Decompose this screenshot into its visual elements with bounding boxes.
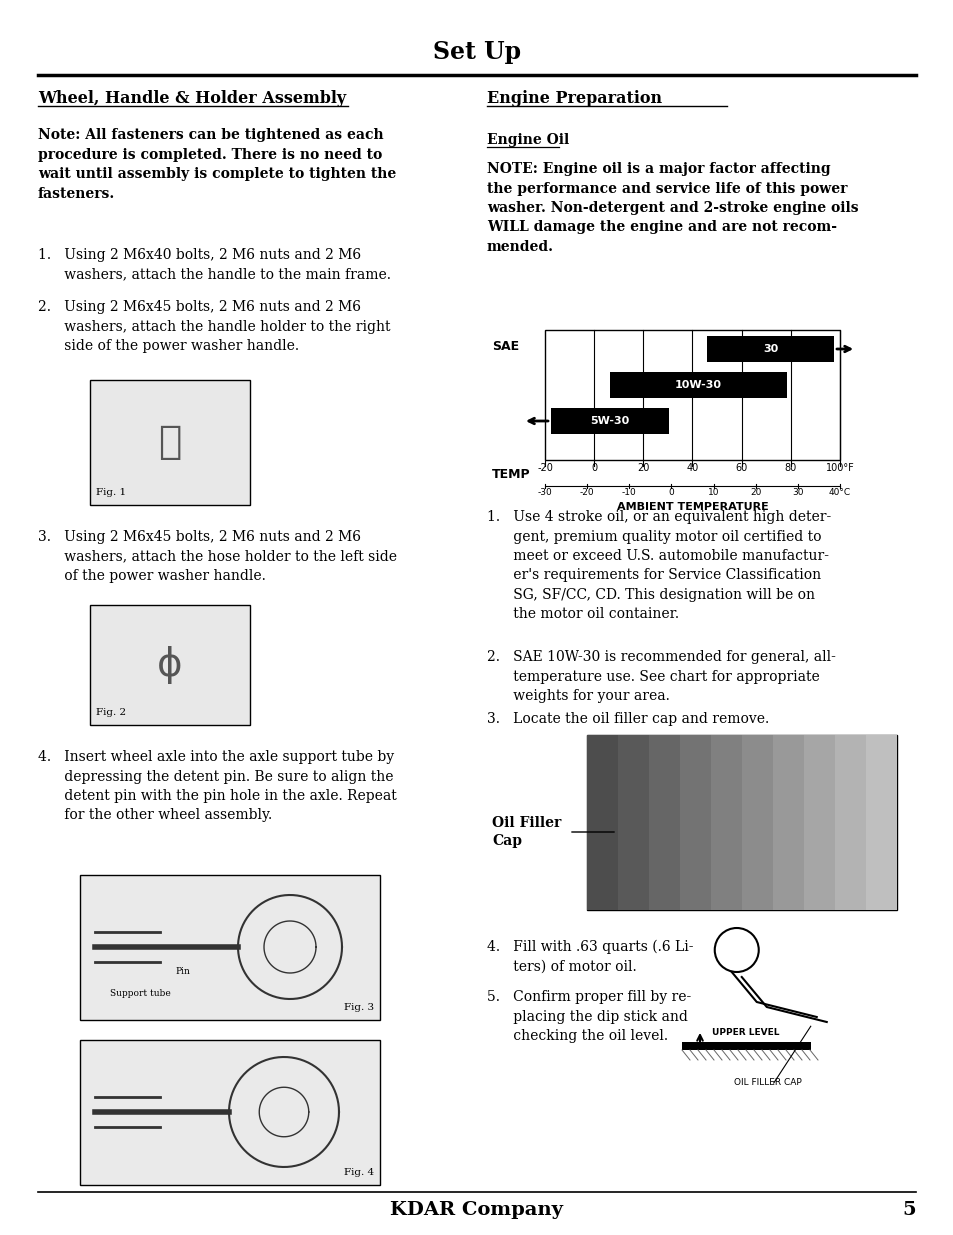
Text: 3.   Using 2 M6x45 bolts, 2 M6 nuts and 2 M6
      washers, attach the hose hold: 3. Using 2 M6x45 bolts, 2 M6 nuts and 2 … [38,530,396,583]
Bar [741,735,772,910]
Bar [618,735,648,910]
Text: 80: 80 [784,463,796,473]
Text: 10W-30: 10W-30 [674,380,721,390]
Text: 1.   Using 2 M6x40 bolts, 2 M6 nuts and 2 M6
      washers, attach the handle to: 1. Using 2 M6x40 bolts, 2 M6 nuts and 2 … [38,248,391,282]
Bar [681,1042,811,1050]
Text: 10: 10 [707,488,719,496]
Text: Support tube: Support tube [110,989,171,998]
Text: 4.   Fill with .63 quarts (.6 Li-
      ters) of motor oil.: 4. Fill with .63 quarts (.6 Li- ters) of… [486,940,693,974]
Text: 5: 5 [902,1200,915,1219]
Bar [586,735,618,910]
Text: 100°F: 100°F [824,463,854,473]
Text: 1.   Use 4 stroke oil, or an equivalent high deter-
      gent, premium quality : 1. Use 4 stroke oil, or an equivalent hi… [486,510,830,621]
Text: Pin: Pin [174,967,190,976]
Text: 30: 30 [762,345,778,354]
Bar [865,735,896,910]
Bar [609,372,786,398]
Text: AMBIENT TEMPERATURE: AMBIENT TEMPERATURE [616,501,767,513]
Text: Fig. 4: Fig. 4 [343,1168,374,1177]
Bar [671,930,856,1105]
Text: 4.   Insert wheel axle into the axle support tube by
      depressing the detent: 4. Insert wheel axle into the axle suppo… [38,750,396,823]
Text: Fig. 2: Fig. 2 [96,708,126,718]
Bar [586,735,896,910]
Text: 30: 30 [791,488,802,496]
Text: Engine Preparation: Engine Preparation [486,90,661,107]
Text: -30: -30 [537,488,552,496]
Text: 40°C: 40°C [828,488,850,496]
Text: 0: 0 [668,488,674,496]
Text: 5W-30: 5W-30 [590,416,629,426]
Bar [834,735,865,910]
Bar [679,735,710,910]
Text: UPPER LEVEL: UPPER LEVEL [711,1028,779,1037]
Text: Oil Filler
Cap: Oil Filler Cap [492,816,560,847]
Bar [706,336,833,362]
Text: 2.   SAE 10W-30 is recommended for general, all-
      temperature use. See char: 2. SAE 10W-30 is recommended for general… [486,650,835,703]
Text: -20: -20 [537,463,553,473]
Text: 〗: 〗 [158,424,181,461]
Text: 5.   Confirm proper fill by re-
      placing the dip stick and
      checking t: 5. Confirm proper fill by re- placing th… [486,990,691,1044]
Bar [803,735,834,910]
Text: Fig. 1: Fig. 1 [96,488,126,496]
Text: 40: 40 [685,463,698,473]
Text: Set Up: Set Up [433,40,520,64]
Text: 60: 60 [735,463,747,473]
Text: NOTE: Engine oil is a major factor affecting
the performance and service life of: NOTE: Engine oil is a major factor affec… [486,162,858,254]
Text: 2.   Using 2 M6x45 bolts, 2 M6 nuts and 2 M6
      washers, attach the handle ho: 2. Using 2 M6x45 bolts, 2 M6 nuts and 2 … [38,300,390,353]
Text: Wheel, Handle & Holder Assembly: Wheel, Handle & Holder Assembly [38,90,346,107]
Text: OIL FILLER CAP: OIL FILLER CAP [733,1078,801,1087]
Text: 0: 0 [591,463,597,473]
Bar [710,735,741,910]
Bar [648,735,679,910]
Text: Note: All fasteners can be tightened as each
procedure is completed. There is no: Note: All fasteners can be tightened as … [38,128,395,200]
Text: -20: -20 [579,488,594,496]
Text: ϕ: ϕ [157,646,183,684]
Text: 3.   Locate the oil filler cap and remove.: 3. Locate the oil filler cap and remove. [486,713,768,726]
Bar [80,876,379,1020]
Text: Engine Oil: Engine Oil [486,133,569,147]
Bar [90,605,250,725]
Bar [80,1040,379,1186]
Bar [90,380,250,505]
Text: TEMP: TEMP [492,468,530,480]
Text: KDAR Company: KDAR Company [390,1200,563,1219]
Text: 20: 20 [749,488,760,496]
Bar [544,330,840,459]
Text: SAE: SAE [492,340,518,353]
Text: Fig. 3: Fig. 3 [343,1003,374,1011]
Text: -10: -10 [621,488,636,496]
Bar [772,735,803,910]
Text: 20: 20 [637,463,649,473]
Bar [550,408,668,433]
